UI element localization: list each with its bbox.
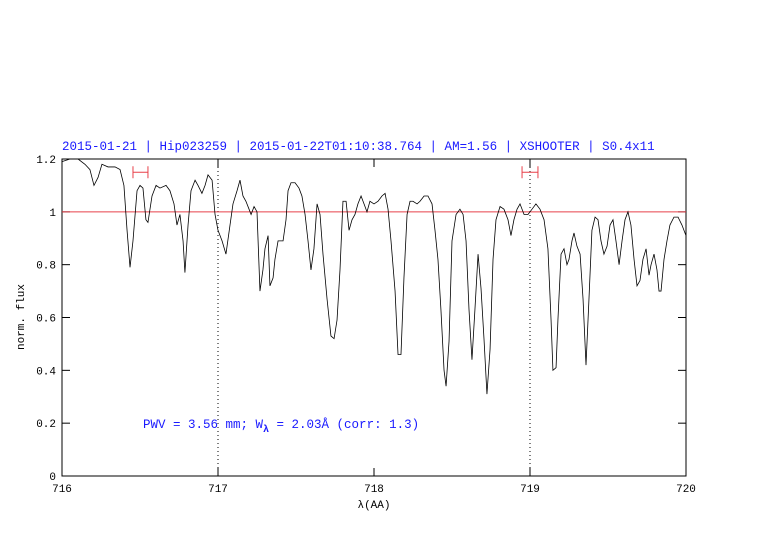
x-tick-label: 717	[208, 484, 228, 496]
y-tick-label: 1	[49, 208, 56, 220]
x-tick-label: 720	[676, 484, 696, 496]
annotation-text: = 2.03Å (corr: 1.3)	[269, 417, 419, 432]
y-tick-label: 0.2	[36, 419, 56, 431]
y-tick-label: 0.4	[36, 366, 56, 378]
y-tick-label: 1.2	[36, 155, 56, 167]
interval-marker	[521, 166, 539, 179]
x-axis-label: λ(AA)	[357, 500, 390, 512]
chart-title: 2015-01-21 | Hip023259 | 2015-01-22T01:1…	[62, 140, 655, 154]
x-tick-label: 716	[52, 484, 72, 496]
annotation-text: PWV = 3.56 mm; W	[143, 418, 264, 432]
annotation-subscript: λ	[263, 424, 269, 436]
y-axis-label: norm. flux	[16, 284, 28, 350]
spectrum-line	[61, 158, 687, 395]
interval-marker	[132, 166, 149, 179]
y-tick-label: 0	[49, 472, 56, 484]
y-tick-label: 0.8	[36, 261, 56, 273]
x-tick-label: 719	[520, 484, 540, 496]
y-tick-label: 0.6	[36, 314, 56, 326]
annotation: PWV = 3.56 mm; Wλ = 2.03Å (corr: 1.3)	[143, 417, 419, 436]
x-tick-label: 718	[364, 484, 384, 496]
